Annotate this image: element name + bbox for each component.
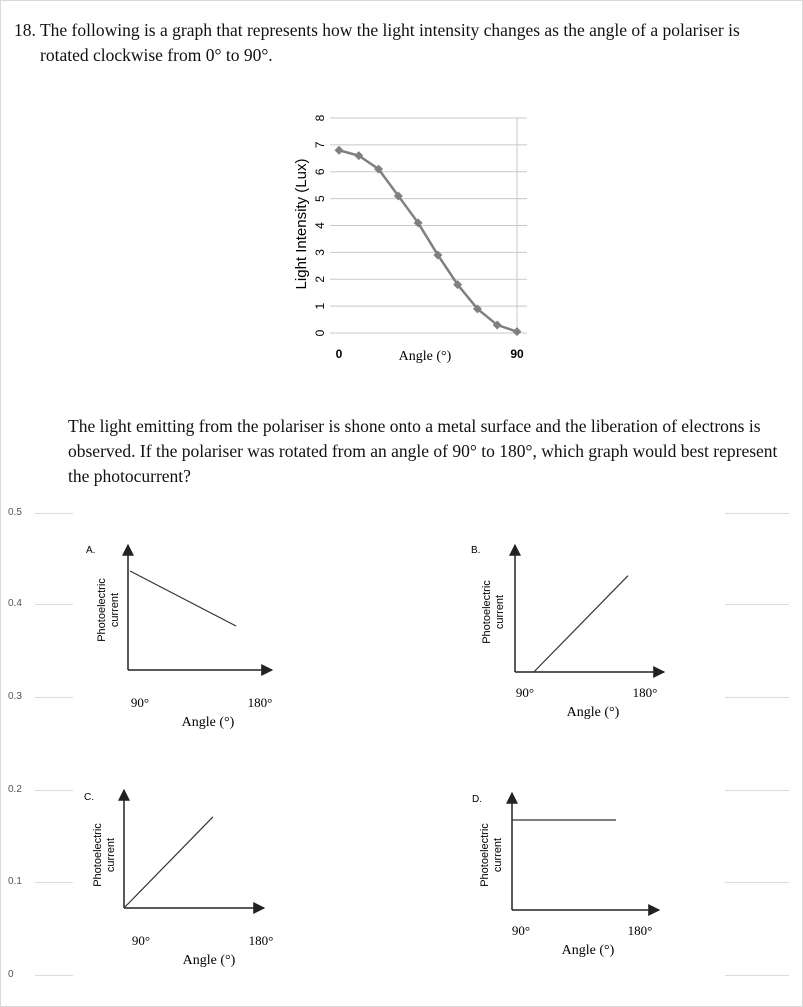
- x-tick-label: 180°: [633, 685, 658, 700]
- data-point: [413, 218, 423, 228]
- y-axis-label-line2: current: [494, 595, 506, 629]
- y-tick-label: 5: [313, 195, 327, 202]
- y-axis-label-line2: current: [105, 838, 117, 872]
- data-point: [433, 250, 443, 260]
- option-label: C.: [84, 792, 94, 803]
- y-tick-labels: 0 1 2 3 4 5 6 7 8: [313, 114, 327, 336]
- y-tick-label: 0: [313, 329, 327, 336]
- data-point: [374, 164, 384, 174]
- x-tick-label: 0: [336, 347, 343, 361]
- data-point: [512, 327, 522, 337]
- data-point: [453, 280, 463, 290]
- x-tick-label: 180°: [249, 933, 274, 948]
- y-tick-label: 2: [313, 276, 327, 283]
- x-tick-label: 180°: [628, 923, 653, 938]
- option-c-series-line: [123, 816, 214, 909]
- option-label: D.: [472, 794, 482, 805]
- y-tick-label: 8: [313, 114, 327, 121]
- y-tick-label: 6: [313, 168, 327, 175]
- data-point: [354, 151, 364, 161]
- y-axis-label-line1: Photoelectric: [481, 580, 493, 644]
- option-a-graph[interactable]: A. Photoelectric current 90° 180° Angle …: [86, 543, 274, 730]
- y-axis-label-line2: current: [492, 838, 504, 872]
- option-b-graph[interactable]: B. Photoelectric current 90° 180° Angle …: [471, 543, 666, 720]
- x-tick-label: 90°: [512, 923, 530, 938]
- chart-gridlines: [330, 117, 527, 334]
- y-tick-label: 1: [313, 302, 327, 309]
- y-tick-label: 3: [313, 249, 327, 256]
- y-axis-label-line1: Photoelectric: [96, 578, 108, 642]
- x-tick-label: 180°: [248, 695, 273, 710]
- question-paragraph: The light emitting from the polariser is…: [68, 416, 778, 486]
- y-axis-label: Light Intensity (Lux): [293, 159, 310, 290]
- option-label: A.: [86, 545, 95, 556]
- intensity-data-points: [334, 145, 522, 337]
- x-axis-label: Angle (°): [562, 943, 615, 958]
- x-axis-label: Angle (°): [182, 715, 235, 730]
- x-axis-label: Angle (°): [399, 349, 452, 364]
- data-point: [393, 191, 403, 201]
- option-c-graph[interactable]: C. Photoelectric current 90° 180° Angle …: [84, 788, 274, 968]
- x-tick-label: 90°: [516, 685, 534, 700]
- y-tick-label: 4: [313, 222, 327, 229]
- question-line-1: The following is a graph that represents…: [39, 20, 740, 40]
- y-axis-label-line1: Photoelectric: [479, 823, 491, 887]
- question-text: 18. The following is a graph that repres…: [14, 18, 784, 68]
- option-label: B.: [471, 545, 480, 556]
- data-point: [472, 304, 482, 314]
- option-b-series-line: [533, 575, 629, 673]
- x-axis-label: Angle (°): [567, 705, 620, 720]
- x-axis-label: Angle (°): [183, 953, 236, 968]
- question-line-2: rotated clockwise from 0° to 90°.: [40, 45, 273, 65]
- x-tick-label: 90: [510, 347, 524, 361]
- data-point: [334, 145, 344, 155]
- y-axis-label-line2: current: [109, 593, 121, 627]
- data-point: [492, 320, 502, 330]
- question-number: 18.: [14, 20, 36, 40]
- option-d-graph[interactable]: D. Photoelectric current 90° 180° Angle …: [472, 791, 661, 958]
- x-tick-label: 90°: [132, 933, 150, 948]
- intensity-series-line: [338, 149, 518, 333]
- y-axis-label-line1: Photoelectric: [92, 823, 104, 887]
- y-tick-label: 7: [313, 141, 327, 148]
- x-tick-label: 90°: [131, 695, 149, 710]
- option-a-series-line: [129, 570, 237, 627]
